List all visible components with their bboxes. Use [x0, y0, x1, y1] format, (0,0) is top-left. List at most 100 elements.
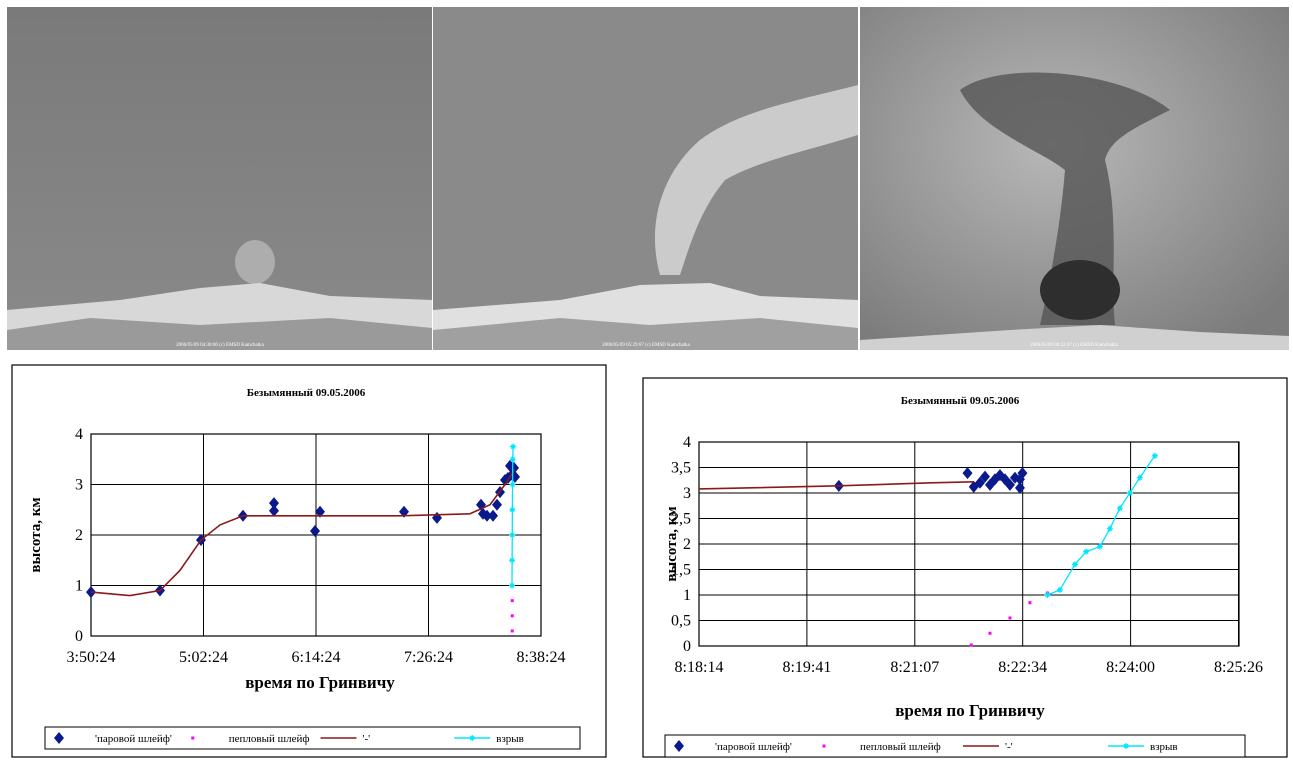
data-point	[491, 498, 502, 511]
legend-swatch	[1123, 743, 1129, 749]
data-point	[1044, 592, 1051, 598]
data-point	[1116, 505, 1123, 512]
photo	[7, 7, 432, 350]
y-tick-label: 3	[683, 485, 691, 502]
data-point	[979, 470, 990, 483]
y-tick-label: 3,5	[671, 460, 691, 477]
y-axis-label: высота, км	[28, 497, 44, 572]
legend-swatch	[54, 732, 64, 744]
data-point	[974, 476, 985, 489]
legend-label: взрыв	[1150, 741, 1178, 753]
data-line	[698, 480, 974, 490]
legend-label: пепловый шлейф	[860, 741, 941, 753]
data-point	[510, 599, 514, 603]
data-point	[1071, 561, 1078, 568]
data-point	[1083, 548, 1090, 555]
legend-label: '-'	[363, 733, 371, 745]
y-tick-label: 0	[75, 628, 83, 645]
legend-swatch	[822, 744, 826, 748]
chart-title: Безымянный 09.05.2006	[901, 395, 1020, 407]
data-point	[268, 497, 279, 510]
legend-label: пепловый шлейф	[229, 733, 310, 745]
legend	[44, 726, 581, 750]
legend-swatch	[191, 736, 195, 740]
photo-caption: 2006/05/09 08:22:47 (c) EMSD Kamchatka	[1030, 343, 1119, 348]
data-point	[1004, 478, 1015, 491]
data-point	[509, 456, 516, 463]
x-tick-label: 5:02:24	[179, 649, 228, 666]
y-tick-label: 2,5	[671, 511, 691, 528]
data-point	[310, 524, 321, 537]
photo-caption: 2006/05/09 04:30:06 (c) EMSD Kamchatka	[176, 343, 265, 348]
data-point	[510, 443, 517, 450]
x-tick-label: 8:19:41	[782, 659, 831, 676]
data-point	[1017, 467, 1028, 480]
data-point	[1151, 452, 1158, 459]
data-point	[488, 509, 499, 522]
x-tick-label: 8:22:34	[998, 659, 1047, 676]
photo	[860, 7, 1289, 350]
data-point	[509, 506, 516, 513]
data-line	[1047, 455, 1156, 596]
data-point	[508, 582, 515, 589]
data-point	[1014, 481, 1025, 494]
data-point	[509, 557, 516, 564]
data-point	[1096, 543, 1103, 550]
data-point	[505, 459, 516, 472]
data-point	[969, 643, 973, 647]
photo	[433, 7, 858, 350]
data-point	[1014, 473, 1025, 486]
chart-frame	[11, 364, 607, 758]
photo-caption: 2006/05/09 05:29:07 (c) EMSD Kamchatka	[602, 343, 691, 348]
legend-label: 'паровой шлейф'	[95, 733, 172, 745]
data-line	[90, 468, 516, 597]
data-point	[1136, 474, 1143, 481]
data-point	[1126, 490, 1133, 496]
y-tick-label: 3	[75, 477, 83, 494]
legend	[664, 734, 1246, 758]
y-tick-label: 2	[75, 527, 83, 544]
data-point	[1056, 586, 1063, 593]
chart-frame	[642, 377, 1288, 758]
chart-title: Безымянный 09.05.2006	[247, 387, 366, 399]
y-tick-label: 1	[683, 587, 691, 604]
data-point	[988, 631, 992, 635]
legend-label: взрыв	[496, 733, 524, 745]
y-tick-label: 2	[683, 536, 691, 553]
legend-label: '-'	[1005, 741, 1013, 753]
data-point	[508, 461, 519, 474]
y-axis-label: высота, км	[664, 506, 680, 581]
x-axis-label: время по Гринвичу	[245, 673, 395, 692]
y-tick-label: 4	[75, 426, 83, 443]
x-axis-label: время по Гринвичу	[895, 701, 1045, 720]
data-point	[1028, 601, 1032, 605]
data-point	[509, 481, 516, 488]
x-tick-label: 8:18:14	[675, 659, 724, 676]
data-point	[510, 614, 514, 618]
data-point	[398, 505, 409, 518]
data-point	[268, 504, 279, 517]
data-point	[1008, 616, 1012, 620]
x-tick-label: 6:14:24	[292, 649, 341, 666]
y-tick-label: 1,5	[671, 562, 691, 579]
x-tick-label: 3:50:24	[67, 649, 116, 666]
data-point	[962, 467, 973, 480]
x-tick-label: 8:25:26	[1214, 659, 1263, 676]
x-tick-label: 8:38:24	[517, 649, 566, 666]
data-point	[481, 509, 492, 522]
legend-swatch	[674, 740, 684, 752]
plot-area	[90, 433, 542, 637]
data-point	[315, 505, 326, 518]
x-tick-label: 8:21:07	[890, 659, 939, 676]
y-tick-label: 4	[683, 434, 691, 451]
legend-label: 'паровой шлейф'	[715, 741, 792, 753]
y-tick-label: 0	[683, 638, 691, 655]
x-tick-label: 8:24:00	[1106, 659, 1155, 676]
y-tick-label: 0,5	[671, 613, 691, 630]
data-point	[510, 629, 514, 633]
data-point	[509, 532, 516, 538]
plot-area	[698, 441, 1240, 647]
legend-swatch	[469, 735, 476, 741]
x-tick-label: 7:26:24	[404, 649, 453, 666]
